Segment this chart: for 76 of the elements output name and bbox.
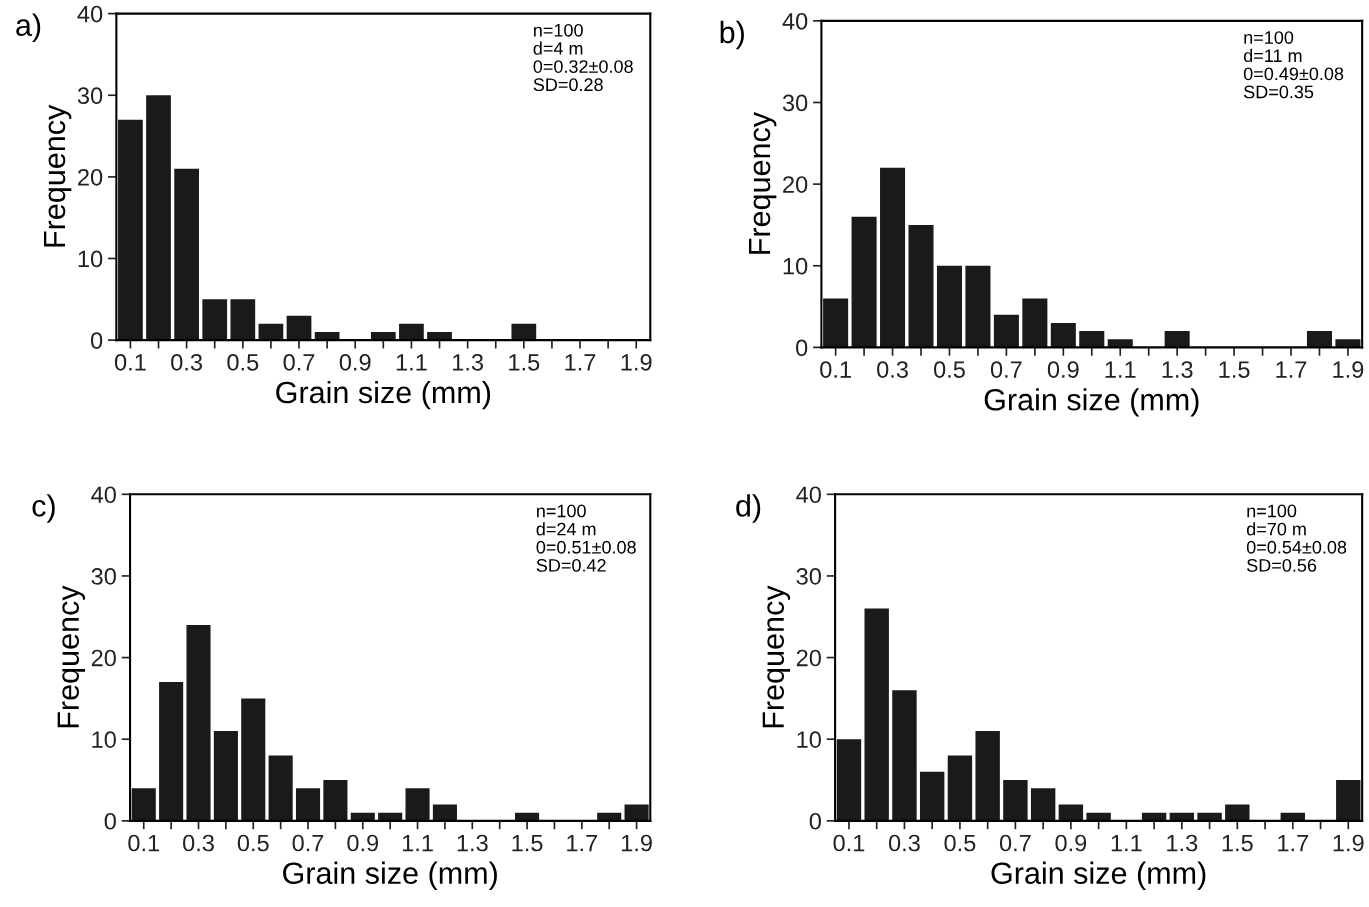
x-tick-label: 1.5 [1219,361,1250,378]
y-tick-label: 40 [782,12,808,30]
x-tick-label: 0.7 [283,353,315,371]
y-tick-label: 10 [78,250,103,268]
y-tick-label: 10 [92,731,116,748]
annotation: n=100 d=11 m 0=0.49±0.08 SD=0.35 [1243,31,1344,99]
x-axis-title: Grain size (mm) [984,388,1199,417]
x-tick-label: 1.3 [453,353,483,371]
y-tick-label: 20 [783,176,808,193]
chart-title: b) [720,20,744,50]
x-tick-label: 0.9 [347,834,379,852]
x-tick-label: 0.5 [227,353,259,371]
x-tick-label: 1.1 [1105,361,1136,378]
x-tick-label: 1.9 [621,353,652,371]
x-tick-label: 0.3 [877,361,908,378]
y-tick-label: 0 [90,332,103,349]
y-tick-label: 40 [796,486,821,504]
y-tick-label: 0 [104,812,116,830]
y-tick-label: 20 [78,168,103,186]
x-tick-label: 1.7 [567,834,598,852]
y-tick-label: 20 [91,649,116,667]
x-tick-label: 0.9 [339,353,371,371]
x-tick-label: 1.9 [1333,834,1364,852]
x-tick-label: 0.5 [237,834,269,852]
x-tick-label: 1.9 [621,834,652,852]
x-tick-label: 0.9 [1047,361,1079,378]
y-axis-title: Frequency [57,585,86,728]
x-tick-label: 0.7 [990,361,1022,378]
annotation: n=100 d=4 m 0=0.32±0.08 SD=0.28 [533,23,633,92]
chart-title: d) [736,494,761,523]
x-axis-title: Grain size (mm) [276,380,491,410]
x-tick-label: 0.3 [888,834,920,852]
x-tick-label: 1.1 [396,354,427,371]
chart-title: c) [32,494,55,523]
x-tick-label: 1.7 [1276,361,1307,378]
y-tick-label: 20 [796,649,821,667]
x-tick-label: 1.7 [1278,834,1309,852]
x-tick-label: 0.5 [944,834,976,852]
y-tick-label: 40 [91,486,116,504]
x-tick-label: 1.3 [1167,834,1198,852]
x-axis-title: Grain size (mm) [283,861,497,891]
x-tick-label: 0.1 [833,834,865,852]
x-tick-label: 0.5 [933,361,965,378]
x-tick-label: 1.5 [512,834,543,852]
y-tick-label: 40 [77,5,103,23]
y-tick-label: 10 [783,257,808,275]
y-tick-label: 30 [796,568,821,585]
x-tick-label: 1.3 [1162,361,1193,378]
x-tick-label: 1.1 [1111,834,1142,852]
y-axis-title: Frequency [43,104,72,247]
x-tick-label: 1.5 [509,354,540,371]
x-tick-label: 0.1 [114,353,146,371]
y-tick-label: 30 [91,568,116,585]
x-tick-label: 1.9 [1333,361,1364,378]
y-tick-label: 10 [797,731,821,748]
x-tick-label: 1.5 [1222,834,1253,852]
x-tick-label: 0.1 [128,834,160,852]
chart-title: a) [16,13,41,43]
x-tick-label: 0.7 [292,834,324,852]
y-axis-title: Frequency [749,111,777,254]
annotation: n=100 d=24 m 0=0.51±0.08 SD=0.42 [536,504,636,572]
y-tick-label: 0 [796,339,808,357]
annotation: n=100 d=70 m 0=0.54±0.08 SD=0.56 [1246,504,1347,572]
x-tick-label: 0.3 [183,834,214,852]
x-tick-label: 1.1 [402,834,433,852]
y-tick-label: 0 [809,812,821,830]
y-tick-label: 30 [782,94,808,112]
x-tick-label: 0.1 [820,361,851,378]
x-tick-label: 0.7 [999,834,1031,852]
x-tick-label: 0.9 [1055,834,1087,852]
x-tick-label: 1.7 [565,354,596,371]
x-tick-label: 1.3 [457,834,488,852]
y-axis-title: Frequency [762,585,791,728]
x-axis-title: Grain size (mm) [991,861,1206,891]
y-tick-label: 30 [77,87,103,105]
x-tick-label: 0.3 [171,353,202,371]
